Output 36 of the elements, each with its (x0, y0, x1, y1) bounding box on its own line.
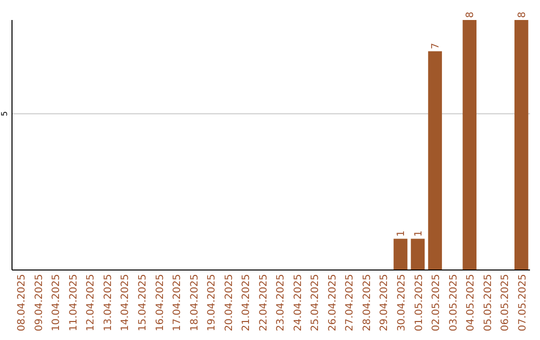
y-tick-label: 5 (0, 111, 9, 116)
data-label: 8 (465, 12, 476, 18)
data-label: 7 (430, 42, 442, 50)
x-tick-label: 19.04.2025 (206, 274, 218, 332)
x-tick-label: 07.05.2025 (517, 274, 528, 332)
x-tick-label: 18.04.2025 (189, 274, 200, 332)
x-tick-label: 25.04.2025 (310, 274, 322, 332)
x-tick-label: 21.04.2025 (241, 274, 252, 332)
x-tick-label: 13.04.2025 (102, 274, 114, 332)
x-tick-label: 12.04.2025 (86, 274, 97, 332)
x-tick-label: 02.05.2025 (431, 274, 442, 332)
x-tick-label: 09.04.2025 (34, 274, 45, 332)
x-tick-label: 05.05.2025 (482, 274, 494, 332)
x-tick-label: 03.05.2025 (448, 274, 460, 332)
x-tick-label: 17.04.2025 (172, 274, 184, 332)
x-tick-label: 23.04.2025 (276, 274, 287, 332)
x-tick-label: 04.05.2025 (466, 274, 477, 332)
x-tick-label: 08.04.2025 (16, 274, 28, 332)
x-tick-label: 28.04.2025 (362, 274, 373, 332)
x-tick-label: 11.04.2025 (68, 274, 80, 332)
x-tick-label: 16.04.2025 (154, 274, 166, 332)
data-label: 1 (413, 230, 424, 237)
x-tick-label: 10.04.2025 (51, 274, 62, 332)
x-tick-label: 26.04.2025 (327, 274, 338, 332)
x-tick-label: 14.04.2025 (120, 274, 132, 332)
x-tick-label: 27.04.2025 (344, 274, 356, 332)
x-tick-label: 20.04.2025 (224, 274, 235, 332)
x-tick-label: 22.04.2025 (258, 274, 270, 332)
x-tick-label: 24.04.2025 (292, 274, 304, 332)
x-tick-label: 29.04.2025 (379, 274, 390, 332)
x-tick-label: 06.05.2025 (500, 274, 512, 332)
x-tick-label: 01.05.2025 (414, 274, 425, 332)
x-tick-label: 15.04.2025 (138, 274, 148, 332)
data-label: 8 (516, 12, 528, 18)
data-label: 1 (396, 230, 407, 237)
x-tick-label: 30.04.2025 (396, 274, 408, 332)
